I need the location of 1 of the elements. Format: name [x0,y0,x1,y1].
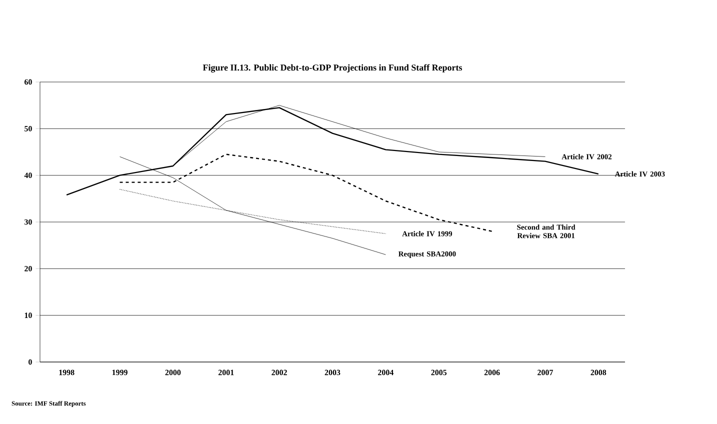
chart-title: Figure II.13. Public Debt-to-GDP Projections in Fund Staff Reports [202,64,462,73]
